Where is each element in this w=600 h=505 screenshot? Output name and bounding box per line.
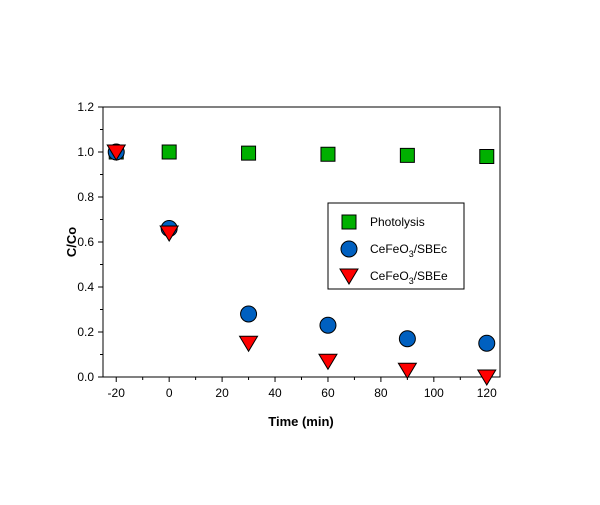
y-tick-label: 1.0: [77, 145, 94, 159]
y-tick-label: 0.4: [77, 280, 94, 294]
data-point-square: [241, 145, 257, 161]
y-axis-label: C/Co: [64, 227, 79, 257]
x-axis-label: Time (min): [268, 414, 334, 429]
data-point-circle: [478, 334, 496, 352]
data-point-circle: [398, 330, 416, 348]
data-point-triangle-down: [318, 353, 338, 371]
x-tick-label: 100: [424, 386, 444, 400]
x-tick-label: 60: [321, 386, 335, 400]
data-point-triangle-down: [159, 225, 180, 242]
data-marks: [106, 143, 497, 386]
legend: Photolysis CeFeO3/SBEc CeFeO3/SBEe: [327, 202, 465, 290]
y-tick-label: 1.2: [77, 100, 94, 114]
data-point-circle: [240, 305, 258, 323]
legend-marker-square: [341, 214, 357, 230]
x-tick-label: 80: [374, 386, 388, 400]
x-tick-label: 40: [268, 386, 282, 400]
y-tick-label: 0.0: [77, 370, 94, 384]
x-tick-label: 20: [215, 386, 229, 400]
data-point-triangle-down: [238, 335, 259, 353]
data-point-triangle-down: [397, 362, 418, 380]
data-point-circle: [319, 316, 337, 334]
data-point-triangle-down: [106, 144, 127, 161]
data-point-square: [399, 147, 415, 163]
legend-marker-circle: [340, 240, 358, 258]
data-point-square: [479, 149, 495, 164]
data-point-square: [161, 144, 177, 160]
legend-label: Photolysis: [370, 215, 425, 229]
x-tick-label: -20: [108, 386, 126, 400]
legend-label: CeFeO3/SBEc: [370, 242, 447, 259]
y-tick-label: 0.8: [77, 190, 94, 204]
axes: -20 0 20 40 60 80 100 120 0.0 0.2 0.4 0.6 0.8 1.0 1.2: [77, 100, 501, 400]
y-tick-label: 0.2: [77, 325, 94, 339]
x-tick-label: 0: [166, 386, 173, 400]
data-point-square: [320, 146, 336, 162]
x-tick-label: 120: [477, 386, 497, 400]
legend-marker-triangle-down: [339, 268, 359, 285]
y-tick-label: 0.6: [77, 235, 94, 249]
data-point-triangle-down: [476, 369, 497, 386]
legend-label: CeFeO3/SBEe: [370, 269, 448, 286]
